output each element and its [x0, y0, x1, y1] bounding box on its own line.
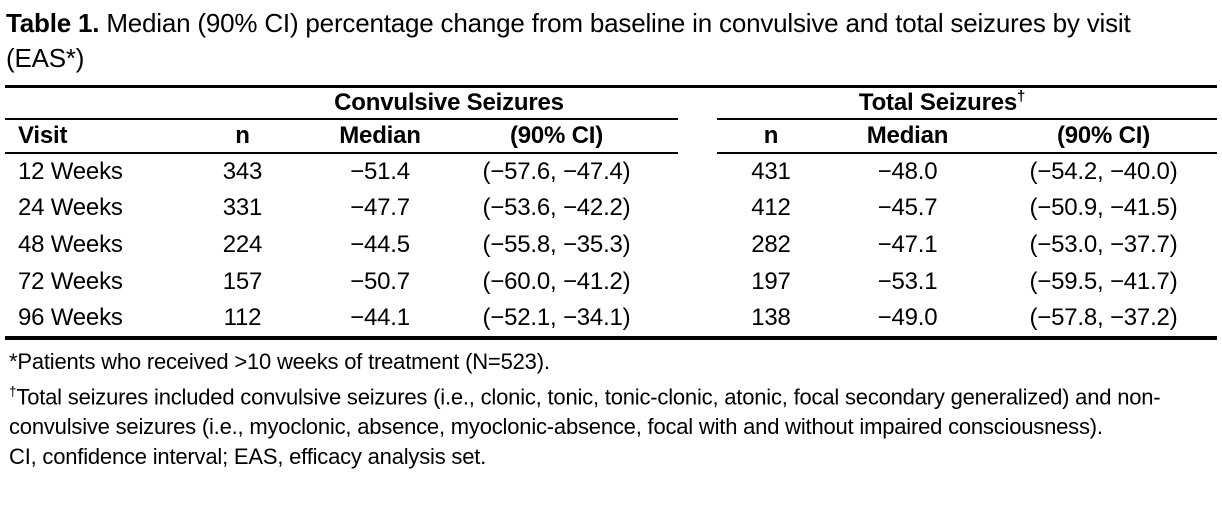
- total-ci-cell: (−57.8, −37.2): [1029, 304, 1178, 331]
- footnotes-block: *Patients who received >10 weeks of trea…: [9, 347, 1194, 472]
- visit-cell: 24 Weeks: [18, 194, 123, 221]
- column-gap: [678, 190, 717, 227]
- col-header-conv-n: n: [160, 118, 325, 154]
- table-title: Table 1. Median (90% CI) percentage chan…: [0, 0, 1218, 76]
- footnote-total-seizures: †Total seizures included convulsive seiz…: [9, 377, 1194, 442]
- footnote-text: CI, confidence interval; EAS, efficacy a…: [9, 443, 487, 469]
- total-median-cell: −45.7: [877, 194, 938, 221]
- total-n-cell: 431: [751, 157, 791, 185]
- footnote-marker: *: [9, 348, 18, 374]
- total-ci-cell: (−50.9, −41.5): [1029, 194, 1178, 221]
- total-n-cell: 138: [751, 304, 791, 331]
- footnote-dagger-marker: †: [9, 383, 17, 399]
- group-header-total-label: Total Seizures: [858, 88, 1018, 116]
- table-row: 72 Weeks 157 −50.7 (−60.0, −41.2) 197 −5…: [5, 264, 1217, 301]
- column-header-row: Visit n Median (90% CI) n Median (90% CI…: [5, 118, 1218, 154]
- table-row: 12 Weeks 343 −51.4 (−57.6, −47.4) 431 −4…: [5, 153, 1217, 190]
- column-gap: [678, 227, 717, 264]
- conv-ci-cell: (−53.6, −42.2): [482, 194, 631, 221]
- table-caption: Median (90% CI) percentage change from b…: [6, 8, 1131, 73]
- footnote-text: Total seizures included convulsive seizu…: [9, 383, 1161, 439]
- visit-cell: 72 Weeks: [18, 268, 123, 295]
- column-gap: [678, 119, 717, 153]
- column-gap: [678, 301, 717, 338]
- total-ci-cell: (−53.0, −37.7): [1029, 231, 1178, 258]
- total-median-cell: −53.1: [877, 268, 938, 295]
- conv-ci-cell: (−57.6, −47.4): [482, 157, 631, 185]
- conv-n-cell: 224: [222, 231, 263, 258]
- group-header-convulsive: Convulsive Seizures: [160, 86, 678, 120]
- conv-ci-cell: (−52.1, −34.1): [482, 304, 631, 331]
- column-gap: [678, 264, 717, 301]
- conv-ci-cell: (−60.0, −41.2): [482, 268, 631, 295]
- total-median-cell: −47.1: [877, 231, 938, 258]
- conv-median-cell: −50.7: [350, 268, 410, 295]
- seizure-table: Convulsive Seizures Total Seizures† Visi…: [5, 85, 1218, 340]
- conv-n-cell: 112: [223, 304, 262, 331]
- total-n-cell: 412: [751, 194, 791, 221]
- visit-cell: 48 Weeks: [18, 231, 123, 258]
- total-median-cell: −49.0: [877, 304, 938, 331]
- conv-n-cell: 331: [222, 194, 263, 221]
- total-ci-cell: (−54.2, −40.0): [1029, 157, 1178, 185]
- col-header-total-n: n: [717, 118, 825, 154]
- column-gap: [678, 153, 717, 190]
- conv-median-cell: −51.4: [350, 157, 410, 185]
- visit-cell: 12 Weeks: [18, 157, 123, 185]
- group-header-row: Convulsive Seizures Total Seizures†: [5, 86, 1218, 120]
- dagger-superscript: †: [1017, 88, 1026, 105]
- footnote-abbreviations: CI, confidence interval; EAS, efficacy a…: [9, 442, 1194, 472]
- conv-ci-cell: (−55.8, −35.3): [482, 231, 631, 258]
- conv-n-cell: 157: [222, 268, 263, 295]
- visit-cell: 96 Weeks: [18, 304, 123, 331]
- column-gap: [678, 87, 717, 119]
- footnote-eas: *Patients who received >10 weeks of trea…: [9, 347, 1194, 377]
- total-n-cell: 197: [751, 268, 791, 295]
- table-row: 24 Weeks 331 −47.7 (−53.6, −42.2) 412 −4…: [5, 190, 1217, 227]
- col-header-conv-ci: (90% CI): [435, 118, 678, 154]
- table-number-label: Table 1.: [6, 8, 100, 38]
- col-header-total-median: Median: [825, 118, 990, 154]
- footnote-text: Patients who received >10 weeks of treat…: [17, 348, 550, 374]
- total-n-cell: 282: [751, 231, 791, 258]
- table-row: 48 Weeks 224 −44.5 (−55.8, −35.3) 282 −4…: [5, 227, 1217, 264]
- col-header-visit: Visit: [5, 118, 160, 154]
- conv-median-cell: −44.1: [350, 304, 410, 331]
- col-header-total-ci: (90% CI): [990, 118, 1218, 154]
- conv-median-cell: −47.7: [350, 194, 410, 221]
- conv-n-cell: 343: [222, 157, 263, 185]
- total-ci-cell: (−59.5, −41.7): [1029, 268, 1178, 295]
- group-header-total: Total Seizures†: [717, 86, 1218, 120]
- conv-median-cell: −44.5: [350, 231, 410, 258]
- total-median-cell: −48.0: [877, 157, 938, 185]
- visit-group-spacer: [5, 86, 160, 120]
- col-header-conv-median: Median: [325, 118, 435, 154]
- table-row: 96 Weeks 112 −44.1 (−52.1, −34.1) 138 −4…: [5, 301, 1217, 338]
